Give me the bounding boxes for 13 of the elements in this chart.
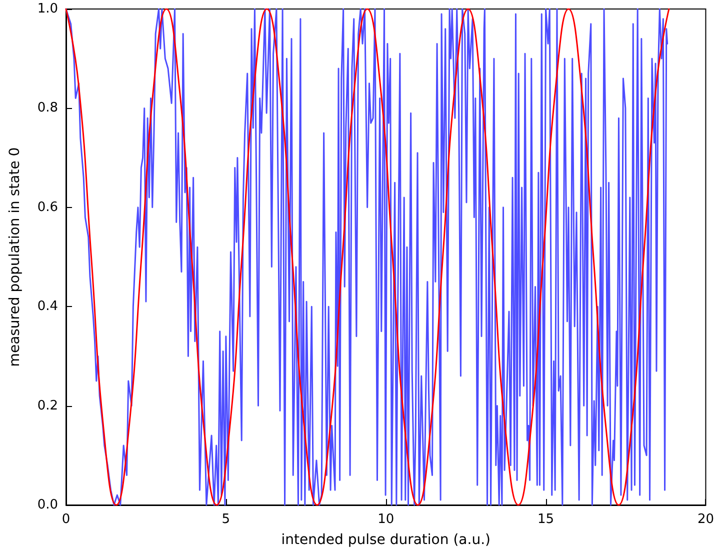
- x-tick-label: 0: [62, 512, 70, 527]
- y-axis-title: measured population in state 0: [7, 147, 23, 367]
- y-tick-label: 0.0: [37, 498, 58, 512]
- y-tick-label: 1.0: [37, 2, 58, 16]
- x-tick-label: 10: [378, 512, 394, 527]
- y-tick-label: 0.8: [37, 100, 58, 116]
- x-tick-label: 20: [697, 512, 714, 527]
- x-tick-label: 15: [538, 512, 554, 527]
- y-tick-label: 0.6: [37, 200, 58, 215]
- x-axis-title: intended pulse duration (a.u.): [281, 532, 490, 548]
- y-tick-label: 0.4: [37, 299, 58, 314]
- x-tick-label: 5: [222, 512, 230, 527]
- y-tick-label: 0.2: [37, 398, 58, 414]
